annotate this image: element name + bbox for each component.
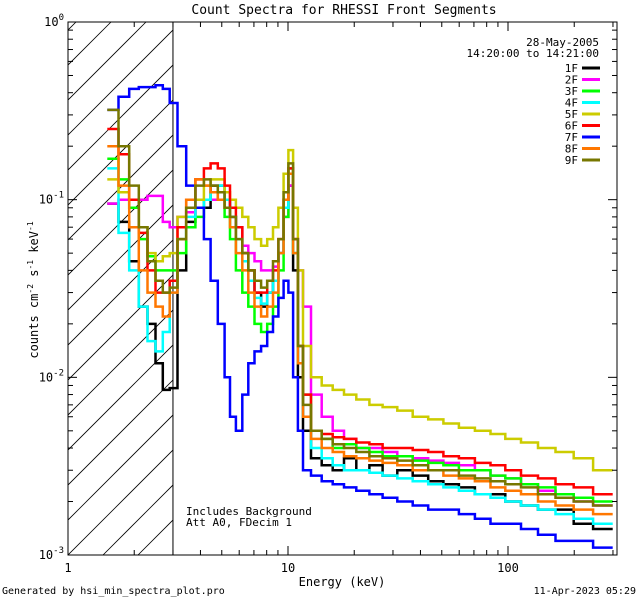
axis-ticks <box>67 21 617 556</box>
y-axis-label: counts cm-2 s-1 keV-1 <box>26 221 41 358</box>
hatched-region <box>68 22 173 555</box>
hatch-line <box>68 99 173 206</box>
y-tick-label: 10-1 <box>39 191 64 207</box>
annotation-background: Includes Background <box>186 505 312 518</box>
spectra-curves <box>107 84 613 549</box>
legend-label-2F: 2F <box>565 74 578 87</box>
y-tick-mantissa: 10 <box>39 193 53 207</box>
y-axis-label-exp2: -1 <box>26 260 35 270</box>
y-tick-mantissa: 10 <box>39 370 53 384</box>
y-axis-label-end: keV <box>27 231 41 260</box>
chart-title: Count Spectra for RHESSI Front Segments <box>191 3 496 18</box>
x-tick-label: 1 <box>64 561 71 575</box>
y-tick-mantissa: 10 <box>44 15 58 29</box>
hatch-line <box>68 29 173 136</box>
legend-label-7F: 7F <box>565 131 578 144</box>
y-axis-label-exp1: -2 <box>26 284 35 294</box>
hatch-line <box>68 64 173 171</box>
y-tick-exponent: -2 <box>53 368 64 378</box>
hatch-line <box>68 239 173 346</box>
y-tick-label: 10-2 <box>39 368 64 384</box>
y-axis-label-exp3: -1 <box>26 221 35 231</box>
hatch-line <box>68 449 173 555</box>
annotation-attenuator: Att A0, FDecim 1 <box>186 516 292 529</box>
y-tick-exponent: -3 <box>53 546 64 556</box>
hatch-line <box>68 204 173 311</box>
legend-label-8F: 8F <box>565 143 578 156</box>
date-label: 28-May-2005 <box>526 36 599 49</box>
series-7F <box>107 84 613 549</box>
legend-label-1F: 1F <box>565 62 578 75</box>
y-axis-label-main: counts cm <box>27 294 41 359</box>
hatch-line <box>68 379 173 486</box>
y-tick-label: 10-3 <box>39 546 64 562</box>
y-tick-exponent: -1 <box>53 191 64 201</box>
hatch-line <box>68 414 173 521</box>
legend-label-5F: 5F <box>565 108 578 121</box>
y-tick-label: 100 <box>44 13 64 29</box>
y-tick-exponent: 0 <box>59 13 64 23</box>
x-tick-label: 10 <box>281 561 295 575</box>
footer-timestamp: 11-Apr-2023 05:29 <box>534 586 636 597</box>
y-axis-label-mid: s <box>27 270 41 284</box>
legend-label-6F: 6F <box>565 120 578 133</box>
footer-generator: Generated by hsi_min_spectra_plot.pro <box>2 586 225 597</box>
legend-label-4F: 4F <box>565 97 578 110</box>
plot-frame <box>67 21 618 556</box>
y-tick-mantissa: 10 <box>39 548 53 562</box>
legend-label-9F: 9F <box>565 154 578 167</box>
x-tick-label: 100 <box>497 561 519 575</box>
time-range-label: 14:20:00 to 14:21:00 <box>467 47 599 60</box>
x-axis-label: Energy (keV) <box>299 575 386 589</box>
hatch-line <box>68 274 173 381</box>
legend-label-3F: 3F <box>565 85 578 98</box>
series-9F <box>107 108 613 507</box>
